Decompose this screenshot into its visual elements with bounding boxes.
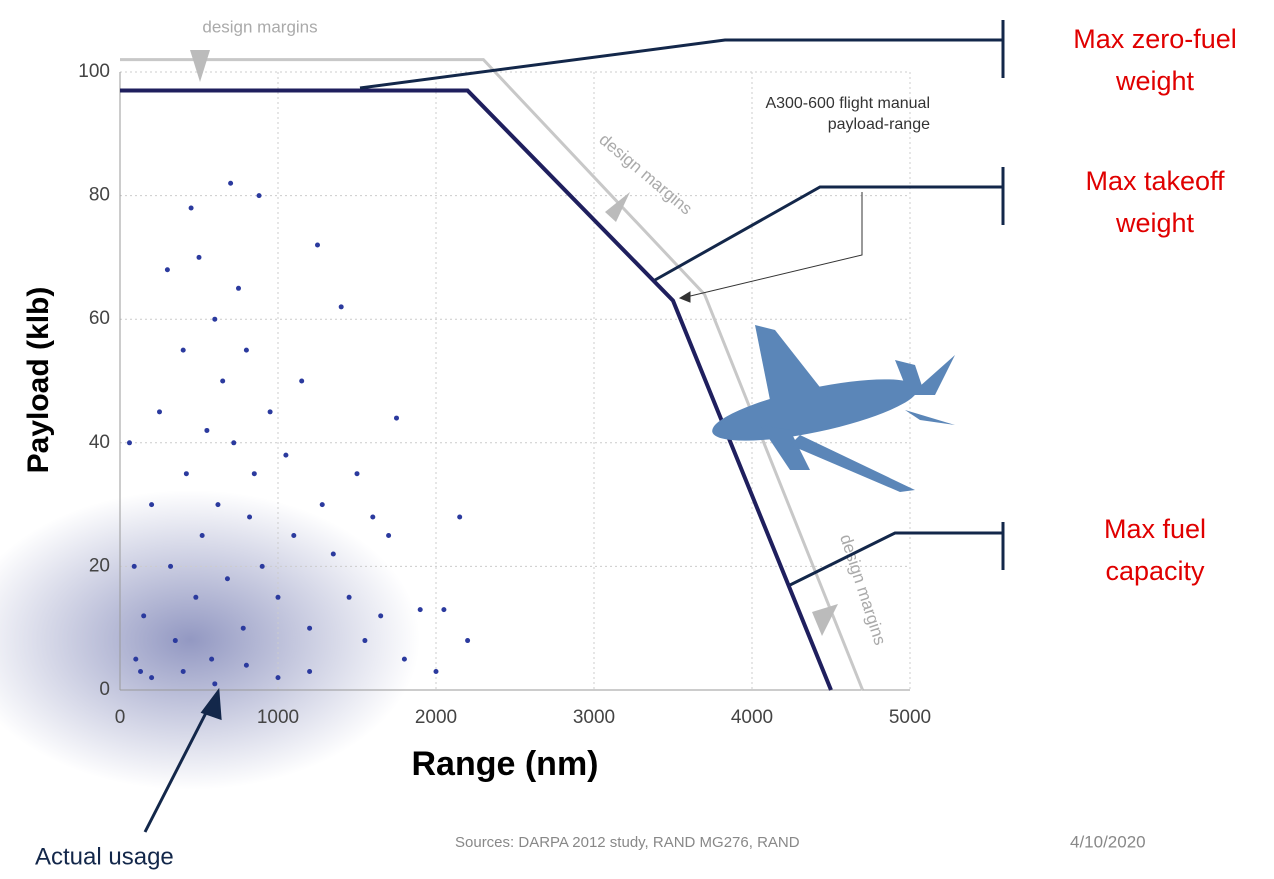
usage-point xyxy=(267,409,273,415)
usage-point xyxy=(275,594,281,600)
usage-point xyxy=(164,267,170,273)
usage-point xyxy=(220,378,226,384)
usage-point xyxy=(259,563,265,569)
y-tick-label: 60 xyxy=(89,308,110,329)
y-tick-label: 100 xyxy=(78,61,110,82)
usage-point xyxy=(180,347,186,353)
usage-point xyxy=(299,378,305,384)
usage-point xyxy=(283,452,289,458)
usage-point xyxy=(441,607,447,613)
usage-point xyxy=(315,242,320,248)
usage-density xyxy=(0,490,420,790)
y-tick-label: 80 xyxy=(89,185,110,206)
usage-point xyxy=(193,594,199,600)
callouts xyxy=(143,20,1005,833)
usage-point xyxy=(199,533,205,538)
x-tick-label: 4000 xyxy=(731,707,773,728)
usage-point xyxy=(307,625,313,631)
usage-point xyxy=(401,656,407,662)
usage-point xyxy=(247,514,253,520)
usage-point xyxy=(126,440,132,446)
usage-point xyxy=(149,502,155,508)
usage-point xyxy=(417,607,423,613)
usage-point xyxy=(168,563,174,569)
x-tick-label: 1000 xyxy=(257,707,299,728)
usage-point xyxy=(240,625,246,631)
x-tick-label: 3000 xyxy=(573,707,615,728)
source: Sources: DARPA 2012 study, RAND MG276, R… xyxy=(455,834,800,851)
usage-point xyxy=(307,668,313,674)
usage-point xyxy=(236,285,241,291)
manual-label: A300-600 flight manual payload-range xyxy=(765,95,930,133)
usage-point xyxy=(212,316,218,322)
usage-point xyxy=(354,471,360,477)
y-axis-title: Payload (klb) xyxy=(22,287,55,474)
usage-point xyxy=(138,668,144,674)
annotation: Max fuel capacity xyxy=(1103,514,1207,586)
margin-label: design margins xyxy=(595,130,696,219)
usage-point xyxy=(188,205,194,211)
usage-point xyxy=(370,514,376,520)
y-tick-label: 0 xyxy=(99,679,110,700)
usage-label: Actual usage xyxy=(35,843,174,870)
y-tick-label: 20 xyxy=(89,555,110,576)
series-line xyxy=(120,58,864,691)
usage-point xyxy=(215,502,221,508)
usage-point xyxy=(228,180,234,186)
usage-point xyxy=(378,613,384,619)
usage-point xyxy=(386,533,392,538)
usage-point xyxy=(149,675,155,681)
usage-point xyxy=(224,576,230,582)
usage-point xyxy=(291,533,297,538)
x-tick-label: 2000 xyxy=(415,707,457,728)
usage-point xyxy=(275,675,281,681)
manual-pointer xyxy=(678,192,863,303)
usage-point xyxy=(141,613,147,619)
usage-point xyxy=(243,347,249,353)
usage-point xyxy=(330,551,336,557)
usage-point xyxy=(209,656,215,662)
margin-arrows xyxy=(190,50,838,636)
usage-point xyxy=(362,638,368,644)
usage-point xyxy=(319,502,325,508)
usage-point xyxy=(180,668,186,674)
usage-point xyxy=(256,193,262,199)
airplane xyxy=(712,325,955,492)
usage-point xyxy=(133,656,139,662)
y-tick-label: 40 xyxy=(89,432,110,453)
usage-point xyxy=(204,427,210,433)
x-axis-title: Range (nm) xyxy=(412,745,599,783)
usage-point xyxy=(183,471,189,477)
usage-point xyxy=(433,668,439,674)
usage-point xyxy=(157,409,162,415)
usage-point xyxy=(251,471,257,477)
date: 4/10/2020 xyxy=(1070,832,1146,851)
usage-point xyxy=(457,514,463,520)
usage-point xyxy=(338,304,344,310)
x-tick-label: 0 xyxy=(115,707,126,728)
margin-label: design margins xyxy=(202,17,317,36)
usage-point xyxy=(196,254,202,260)
series-line xyxy=(120,88,833,691)
usage-point xyxy=(394,415,399,421)
annotation: Max zero-fuel weight xyxy=(1073,24,1237,96)
usage-point xyxy=(346,594,352,600)
usage-point xyxy=(172,638,178,644)
x-tick-label: 5000 xyxy=(889,707,931,728)
usage-point xyxy=(131,563,137,569)
usage-point xyxy=(212,681,218,687)
usage-point xyxy=(465,638,471,644)
annotation: Max takeoff weight xyxy=(1085,166,1225,238)
usage-point xyxy=(243,662,249,668)
usage-point xyxy=(231,440,237,446)
